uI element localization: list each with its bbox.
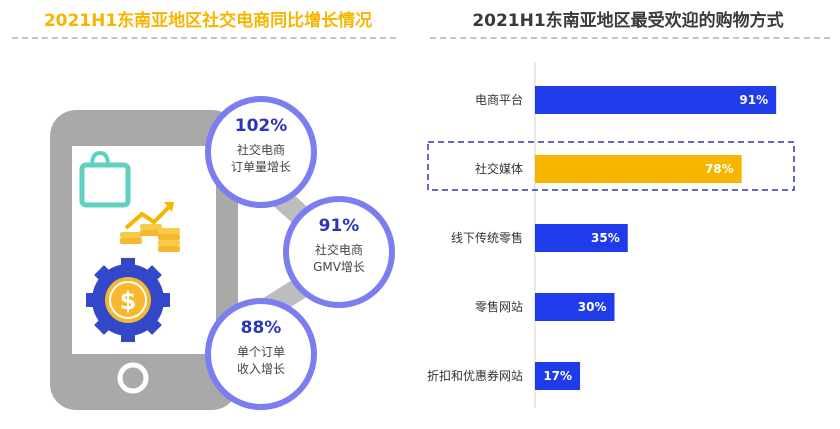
value-label-2: 35% [591, 231, 620, 245]
stat-label-line1: 社交电商 [236, 143, 285, 157]
value-label-4: 17% [543, 369, 572, 383]
stat-value: 91% [318, 216, 360, 236]
stat-label-line1: 单个订单 [236, 345, 285, 359]
growth-coins-icon [120, 202, 180, 252]
bar-2 [535, 224, 628, 252]
stat-circle-order-growth: 102% 社交电商 订单量增长 [205, 96, 317, 208]
category-label-2: 线下传统零售 [451, 230, 523, 245]
phone-home-button [117, 362, 149, 394]
stat-circle-gmv-growth: 91% 社交电商 GMV增长 [283, 196, 395, 308]
value-label-0: 91% [739, 93, 768, 107]
notepad-icon [79, 150, 131, 208]
stat-label-line2: 订单量增长 [230, 160, 291, 174]
right-panel-title: 2021H1东南亚地区最受欢迎的购物方式 [472, 11, 784, 31]
stat-value: 102% [234, 116, 288, 136]
stat-circle-order-revenue-growth: 88% 单个订单 收入增长 [205, 298, 317, 410]
category-label-1: 社交媒体 [475, 161, 523, 176]
stat-label-line1: 社交电商 [314, 243, 363, 257]
left-title-divider [12, 37, 396, 39]
highlight-box [427, 141, 795, 191]
category-label-3: 零售网站 [475, 299, 523, 314]
bar-0 [535, 86, 777, 114]
category-label-4: 折扣和优惠券网站 [427, 368, 523, 383]
bar-4 [535, 362, 581, 390]
right-title-divider [430, 37, 830, 39]
stat-value: 88% [240, 318, 282, 338]
stat-label-line2: 收入增长 [236, 362, 285, 376]
value-label-3: 30% [578, 300, 607, 314]
left-panel-title: 2021H1东南亚地区社交电商同比增长情况 [43, 11, 373, 31]
category-label-0: 电商平台 [475, 92, 523, 107]
bar-3 [535, 293, 615, 321]
stat-label-line2: GMV增长 [313, 260, 365, 274]
gear-dollar-icon: $ [86, 258, 170, 342]
value-label-1: 78% [705, 162, 734, 176]
svg-text:$: $ [120, 287, 137, 315]
bar-1 [535, 155, 742, 183]
